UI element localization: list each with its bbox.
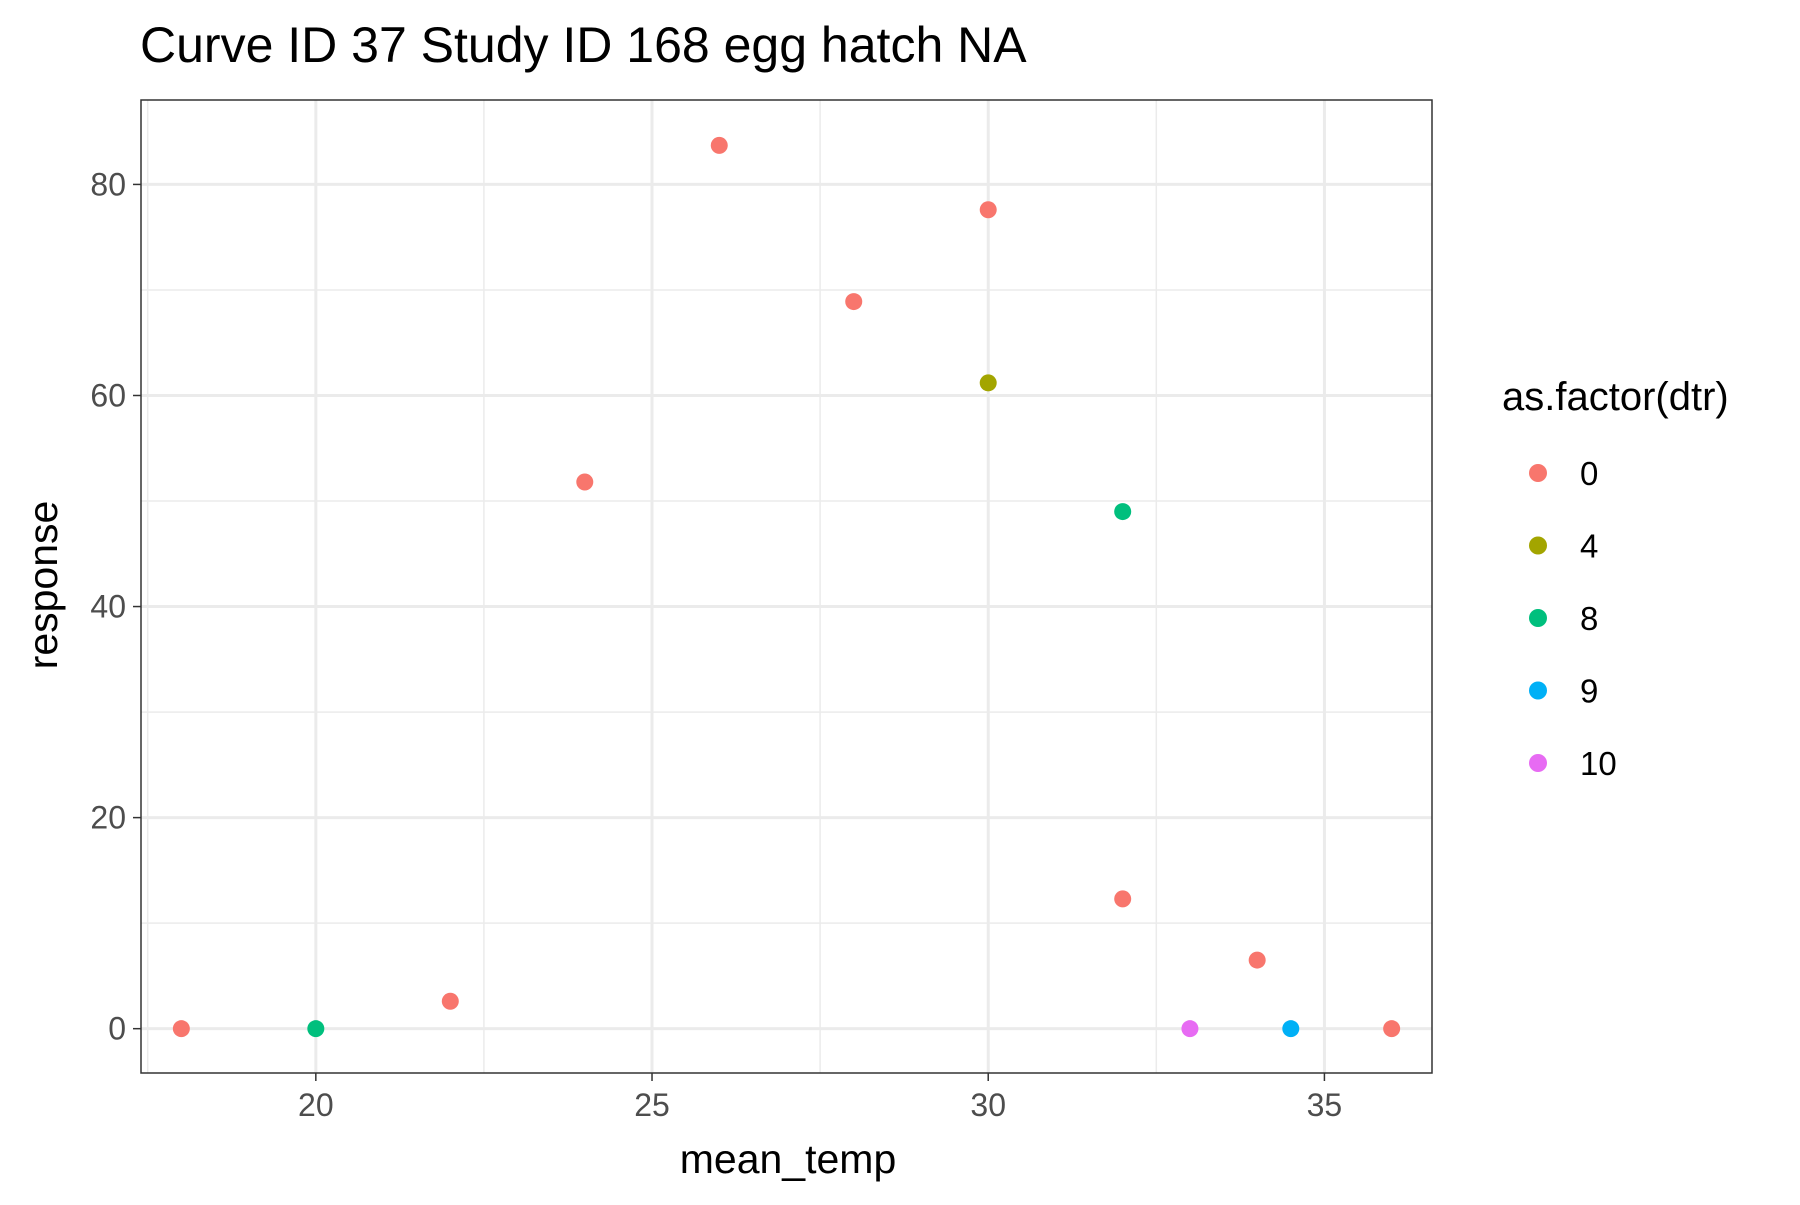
data-point: [979, 374, 997, 392]
legend-label: 0: [1580, 455, 1598, 492]
legend: as.factor(dtr) 0 4 8 9 10: [1502, 375, 1729, 782]
legend-label: 4: [1580, 528, 1598, 565]
chart-title: Curve ID 37 Study ID 168 egg hatch NA: [140, 17, 1027, 73]
legend-key: [1529, 464, 1547, 482]
y-tick-label: 40: [90, 589, 126, 625]
legend-key: [1529, 681, 1547, 700]
legend-label: 8: [1580, 600, 1598, 637]
data-point: [979, 201, 997, 219]
data-point: [307, 1020, 325, 1038]
data-point: [576, 473, 594, 491]
data-point: [1181, 1020, 1199, 1038]
plot-border: [140, 99, 1433, 1074]
data-point: [1114, 890, 1132, 908]
grid-minor: [141, 100, 1432, 1073]
data-point: [1383, 1020, 1401, 1038]
grid-major: [141, 100, 1432, 1073]
y-tick-label: 60: [90, 377, 126, 413]
data-point: [172, 1020, 190, 1038]
legend-label: 9: [1580, 673, 1598, 710]
x-tick-label: 35: [1307, 1087, 1343, 1123]
y-tick-label: 0: [108, 1011, 126, 1047]
y-axis: 0 20 40 60 80: [90, 166, 141, 1047]
legend-label: 10: [1580, 745, 1617, 782]
plot-panel: [141, 100, 1432, 1073]
legend-title: as.factor(dtr): [1502, 375, 1729, 419]
x-tick-label: 20: [298, 1087, 334, 1123]
panel-background: [141, 100, 1432, 1073]
data-point: [1114, 503, 1132, 521]
x-tick-label: 25: [634, 1087, 670, 1123]
data-point: [845, 293, 863, 311]
y-axis-label: response: [20, 501, 66, 670]
legend-key: [1529, 536, 1547, 555]
data-point: [710, 136, 728, 154]
legend-key: [1529, 609, 1547, 627]
panel-border-rect: [140, 99, 1433, 1074]
legend-key: [1529, 754, 1547, 772]
data-point: [1248, 951, 1266, 969]
y-tick-label: 80: [90, 166, 126, 202]
data-points: [172, 136, 1401, 1038]
data-point: [441, 992, 459, 1010]
data-point: [1282, 1020, 1300, 1038]
y-tick-label: 20: [90, 800, 126, 836]
x-axis-label: mean_temp: [680, 1136, 897, 1182]
x-tick-label: 30: [970, 1087, 1006, 1123]
x-axis: 20 25 30 35: [298, 1073, 1342, 1123]
